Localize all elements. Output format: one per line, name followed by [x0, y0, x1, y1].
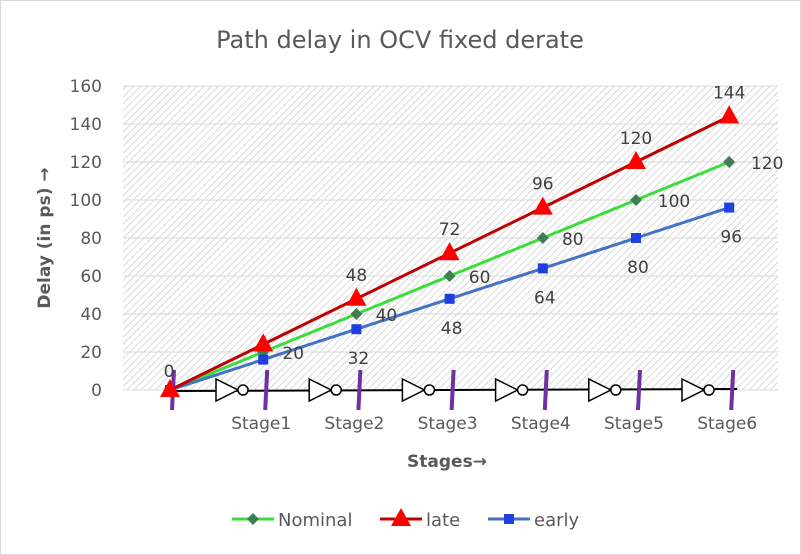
buffer-triangle: [494, 377, 520, 403]
marker-early: [724, 202, 735, 213]
x-tick-label: Stage4: [511, 414, 571, 434]
stage-marker: [449, 369, 456, 411]
data-label-early: 96: [720, 228, 742, 248]
y-tick-label: 20: [80, 343, 102, 363]
y-tick-label: 160: [70, 77, 102, 97]
buffer-triangle: [308, 377, 333, 403]
data-label-early: 48: [441, 319, 463, 339]
stage-marker: [729, 369, 736, 411]
data-label-early: 32: [348, 349, 370, 369]
inverter-bubble: [423, 384, 436, 396]
series-markers: [160, 105, 740, 397]
legend-marker-late: [391, 508, 411, 526]
data-label-early: 64: [534, 288, 556, 308]
inverter-bubble: [330, 384, 342, 396]
inverter-bubble: [237, 384, 249, 396]
x-tick-label: Stage6: [697, 414, 757, 434]
marker-early: [631, 233, 641, 243]
marker-late: [439, 242, 460, 261]
inverter-bubble: [516, 384, 529, 396]
y-tick-label: 0: [91, 381, 102, 401]
data-labels: 20 40 60 80 100 120 0 48 72 96 120 144 32 48 64 80 96: [164, 83, 784, 382]
data-label-late: 120: [620, 129, 652, 149]
marker-nominal: [723, 156, 736, 168]
data-label-late: 72: [439, 220, 461, 240]
chart-title: Path delay in OCV fixed derate: [216, 26, 584, 54]
legend: Nominal late early: [232, 508, 580, 531]
y-tick-label: 80: [80, 229, 102, 249]
y-tick-label: 40: [80, 305, 102, 325]
stage-marker: [356, 369, 363, 411]
x-tick-label: Stage3: [418, 414, 478, 434]
stage-marker: [263, 369, 270, 411]
y-tick-label: 100: [70, 191, 102, 211]
data-label-nominal: 120: [751, 154, 783, 174]
data-label-nominal: 60: [469, 268, 491, 288]
buffer-triangle: [401, 377, 427, 403]
marker-nominal: [443, 270, 456, 282]
marker-late: [719, 105, 740, 124]
marker-nominal: [350, 308, 363, 320]
legend-marker-nominal: [247, 513, 259, 525]
stage-marker: [636, 369, 642, 411]
x-tick-labels: Stage1 Stage2 Stage3 Stage4 Stage5 Stage6: [231, 414, 757, 434]
data-label-early: 80: [627, 258, 649, 278]
marker-early: [258, 354, 269, 365]
y-tick-label: 120: [70, 153, 102, 173]
marker-early: [537, 263, 548, 274]
data-label-nominal: 40: [376, 306, 398, 326]
data-label-late: 144: [713, 83, 745, 103]
marker-late: [253, 333, 274, 352]
stage-marker: [542, 369, 549, 411]
y-tick-label: 60: [80, 267, 102, 287]
legend-label-early: early: [534, 510, 580, 531]
inverter-bubble: [610, 384, 622, 396]
legend-marker-early: [504, 514, 514, 524]
marker-early: [351, 324, 362, 335]
data-label-late: 96: [532, 175, 554, 195]
marker-late: [346, 287, 367, 306]
marker-late: [160, 379, 180, 397]
x-axis-title: Stages→: [407, 452, 487, 472]
data-label-nominal: 100: [658, 192, 690, 212]
buffer-triangle: [588, 377, 613, 403]
buffer-triangle: [681, 377, 706, 403]
y-tick-label: 140: [70, 115, 102, 135]
buffer-triangle: [215, 377, 240, 403]
inverter-bubble: [703, 384, 715, 396]
y-axis-title: Delay (in ps) →: [35, 167, 55, 308]
legend-label-nominal: Nominal: [278, 510, 352, 531]
x-tick-label: Stage5: [604, 414, 664, 434]
marker-late: [532, 196, 553, 215]
marker-nominal: [630, 194, 642, 206]
data-label-late: 0: [164, 362, 175, 382]
marker-early: [444, 293, 455, 304]
data-label-nominal: 80: [562, 230, 584, 250]
y-tick-labels: 0 20 40 60 80 100 120 140 160: [70, 77, 102, 401]
circuit-path: [169, 369, 738, 411]
legend-label-late: late: [426, 510, 460, 531]
data-label-nominal: 20: [282, 344, 304, 364]
gridlines: [123, 85, 778, 391]
data-label-late: 48: [346, 266, 368, 286]
marker-nominal: [536, 232, 549, 244]
x-tick-label: Stage2: [324, 414, 384, 434]
x-tick-label: Stage1: [231, 414, 291, 434]
marker-late: [626, 151, 646, 169]
